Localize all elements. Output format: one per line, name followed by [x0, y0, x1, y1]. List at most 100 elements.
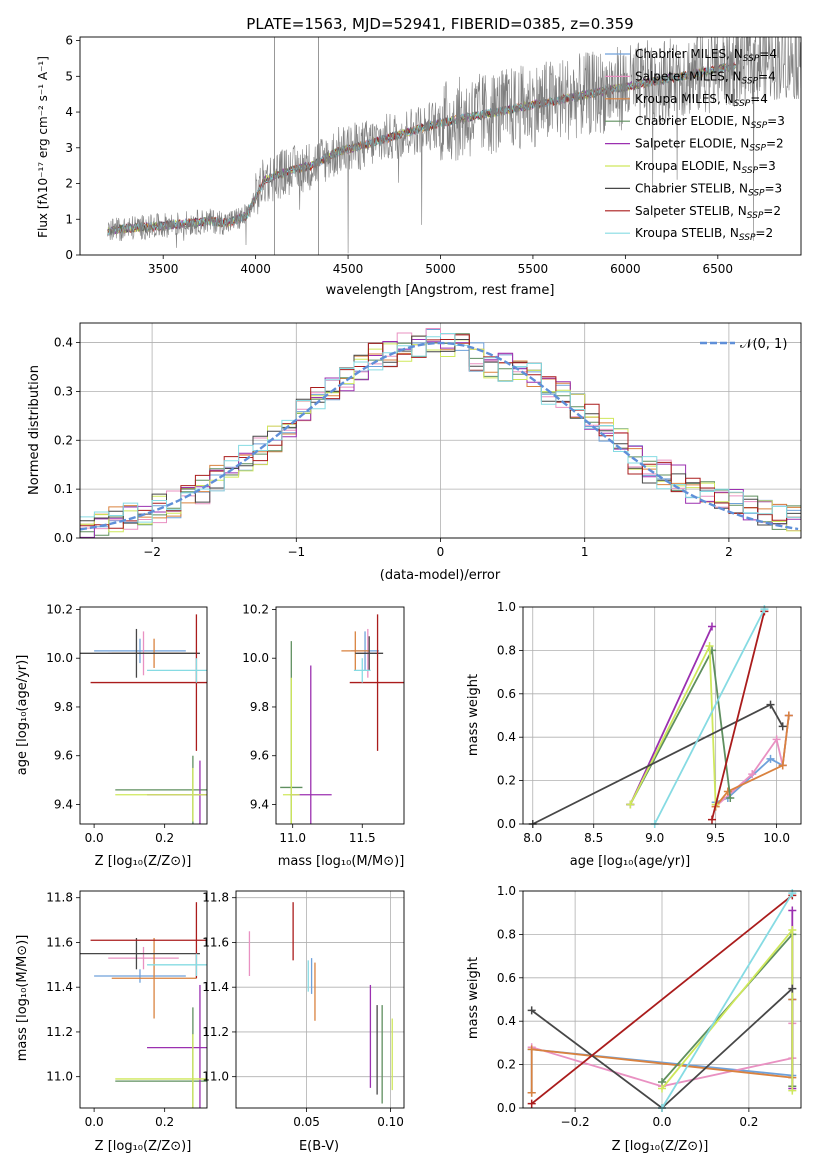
x-tick-label: 3500	[148, 262, 179, 276]
y-tick-label: 11.6	[202, 935, 229, 949]
gaussian-legend-label: 𝒩(0, 1)	[740, 337, 787, 352]
mass-vs-z-xlabel: Z [log₁₀(Z/Z⊙)]	[95, 1139, 192, 1154]
observed-spectrum	[107, 37, 801, 254]
legend-entry: Chabrier STELIB, NSSP=3	[635, 181, 782, 198]
x-tick-label: 0.0	[85, 831, 104, 845]
y-tick-label: 10.0	[46, 651, 73, 665]
mass-vs-metallicity-panel: 0.0 0.2 11.0 11.2 11.4 11.6 11.8	[46, 890, 208, 1129]
axes-frame	[79, 322, 802, 539]
x-tick-label: 5500	[518, 262, 549, 276]
legend-entry: Chabrier MILES, NSSP=4	[635, 47, 777, 64]
weight-line	[661, 892, 794, 1109]
y-tick-label: 4	[65, 105, 73, 119]
legend-entry: Salpeter MILES, NSSP=4	[635, 69, 776, 86]
weight-marker	[527, 1088, 536, 1097]
x-tick-label: 0.2	[155, 1115, 174, 1129]
spectrum-ylabel: Flux [fλ10⁻¹⁷ erg cm⁻² s⁻¹ A⁻¹]	[36, 56, 50, 238]
spectrum-panel: 3500 4000 4500 5000 5500 6000 6500 0 1 2 3 4 5 6	[65, 34, 802, 276]
weight-marker	[707, 622, 716, 631]
y-tick-label: 10.0	[242, 651, 269, 665]
weight-marker	[766, 700, 775, 709]
residual-histogram-panel: −2 −1 0 1 2 0.0 0.1 0.2 0.3 0.4	[54, 322, 802, 559]
x-tick-label: 0.2	[739, 1115, 758, 1129]
weight-ylabel-top: mass weight	[466, 674, 481, 756]
histogram-traces	[80, 328, 801, 538]
y-tick-label: 0.2	[497, 1058, 516, 1072]
age-ylabel: age [log₁₀(age/yr)]	[15, 655, 30, 776]
y-tick-label: 5	[65, 69, 73, 83]
y-tick-label: 9.6	[250, 749, 269, 763]
x-tick-label: −1	[287, 545, 305, 559]
axes-frame	[79, 606, 208, 825]
y-tick-label: 0.4	[497, 730, 516, 744]
weight-marker	[527, 1006, 536, 1015]
x-tick-label: −0.2	[561, 1115, 590, 1129]
x-tick-label: 9.0	[645, 831, 664, 845]
x-tick-label: 2	[725, 545, 733, 559]
weight-marker	[788, 984, 797, 993]
y-tick-label: 0.1	[54, 482, 73, 496]
residual-histogram	[80, 335, 801, 526]
weight-line	[711, 611, 766, 820]
histogram-ylabel: Normed distribution	[27, 365, 42, 495]
age-vs-mass-xlabel: mass [log₁₀(M/M⊙)]	[278, 854, 405, 869]
y-tick-label: 11.2	[46, 1025, 73, 1039]
figure-title: PLATE=1563, MJD=52941, FIBERID=0385, z=0…	[246, 15, 633, 33]
weight-marker	[772, 735, 781, 744]
x-tick-label: 4500	[333, 262, 364, 276]
y-tick-label: 0.4	[54, 336, 73, 350]
weight-line	[661, 927, 794, 1091]
x-tick-label: 11.0	[279, 831, 306, 845]
weight-marker	[705, 642, 714, 651]
y-tick-label: 11.0	[202, 1070, 229, 1084]
x-tick-label: 1	[581, 545, 589, 559]
y-tick-label: 10.2	[46, 602, 73, 616]
weight-marker	[760, 605, 769, 614]
axes-frame	[275, 606, 405, 825]
y-tick-label: 0.3	[54, 384, 73, 398]
legend-entry: Chabrier ELODIE, NSSP=3	[635, 114, 785, 131]
y-tick-label: 0.4	[497, 1014, 516, 1028]
x-tick-label: 0.2	[155, 831, 174, 845]
x-tick-label: 0.05	[293, 1115, 320, 1129]
weight-marker	[723, 787, 732, 796]
residual-histogram	[80, 333, 801, 523]
mass-vs-extinction-panel: 0.05 0.10 11.0 11.2 11.4 11.6 11.8	[202, 890, 405, 1129]
residual-histogram	[80, 339, 801, 533]
weight-marker	[748, 770, 757, 779]
weight-vs-age-xlabel: age [log₁₀(age/yr)]	[570, 854, 691, 869]
y-tick-label: 2	[65, 177, 73, 191]
weight-marker	[726, 793, 735, 802]
y-tick-label: 0.8	[497, 927, 516, 941]
axes-frame	[79, 890, 208, 1109]
legend-entry: Kroupa STELIB, NSSP=2	[635, 226, 773, 243]
x-tick-label: 5000	[425, 262, 456, 276]
axes-frame	[522, 890, 802, 1109]
y-tick-label: 0.6	[497, 687, 516, 701]
weight-marker	[527, 1045, 536, 1054]
weight-marker	[788, 1086, 797, 1095]
weight-marker	[658, 1084, 666, 1093]
weight-line	[629, 626, 713, 805]
weight-line	[531, 894, 793, 1105]
spectrum-traces	[107, 37, 801, 255]
weight-marker	[527, 1099, 536, 1108]
histogram-xlabel: (data-model)/error	[380, 568, 501, 583]
y-tick-label: 0.6	[497, 971, 516, 985]
x-tick-label: 0.10	[377, 1115, 404, 1129]
y-tick-label: 3	[65, 141, 73, 155]
gaussian-curve	[80, 341, 799, 531]
y-tick-label: 9.4	[250, 797, 269, 811]
errorbar-group	[248, 902, 393, 1104]
weight-vs-age-panel: 8.0 8.5 9.0 9.5 10.0 0.0 0.2 0.4 0.6 0.8 1.0	[497, 600, 802, 845]
residual-histogram	[80, 334, 801, 529]
legend-entry: Kroupa MILES, NSSP=4	[635, 92, 768, 109]
y-tick-label: 0.8	[497, 643, 516, 657]
weight-ylabel-bottom: mass weight	[466, 957, 481, 1039]
y-tick-label: 11.0	[46, 1070, 73, 1084]
errorbar-group	[280, 614, 404, 824]
legend-entry: Kroupa ELODIE, NSSP=3	[635, 159, 776, 176]
age-vs-mass-panel: 11.0 11.5 9.4 9.6 9.8 10.0 10.2	[242, 602, 405, 845]
weight-line	[532, 703, 784, 825]
weight-marker	[788, 906, 797, 915]
